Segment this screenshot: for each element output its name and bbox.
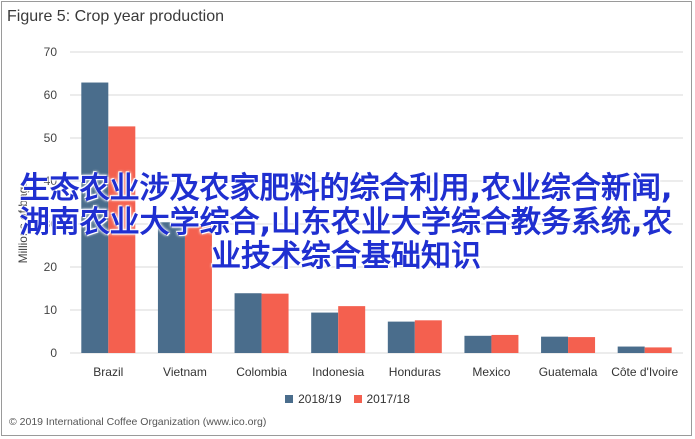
legend-swatch (285, 395, 294, 403)
bar-2017-18 (644, 347, 672, 353)
bar-2017-18 (261, 293, 289, 353)
y-tick-label: 30 (44, 217, 58, 231)
bar-2017-18 (568, 337, 596, 353)
legend-item: 2017/18 (353, 392, 410, 406)
legend-label: 2018/19 (298, 392, 342, 406)
bar-2018-19 (81, 82, 109, 353)
bar-2018-19 (464, 335, 492, 353)
bar-2018-19 (541, 336, 569, 353)
bar-2018-19 (311, 312, 339, 353)
footer-credit: © 2019 International Coffee Organization… (9, 416, 267, 428)
watermark-overlay: 生态农业涉及农家肥料的综合利用,农业综合新闻,湖南农业大学综合,山东农业大学综合… (19, 171, 673, 274)
bar-2017-18 (108, 126, 136, 353)
y-tick-label: 10 (44, 303, 58, 317)
x-tick-label: Indonesia (312, 365, 364, 379)
x-tick-label: Colombia (236, 365, 287, 379)
bar-2017-18 (491, 334, 519, 353)
legend-label: 2017/18 (366, 392, 410, 406)
y-tick-label: 70 (44, 45, 58, 59)
bar-2018-19 (387, 321, 415, 353)
legend-item: 2018/19 (285, 392, 342, 406)
bar-2018-19 (234, 293, 262, 353)
legend: 2018/19 2017/18 (0, 392, 695, 406)
x-tick-label: Guatemala (539, 365, 598, 379)
bar-2017-18 (184, 226, 212, 353)
x-tick-label: Mexico (472, 365, 510, 379)
x-tick-label: Brazil (93, 365, 123, 379)
y-tick-label: 50 (44, 131, 58, 145)
y-tick-label: 40 (44, 174, 58, 188)
bar-2018-19 (617, 346, 645, 353)
bar-2017-18 (338, 306, 366, 353)
chart-title: Figure 5: Crop year production (7, 8, 224, 25)
x-tick-label: Honduras (389, 365, 441, 379)
x-tick-label: Vietnam (163, 365, 207, 379)
y-tick-label: 60 (44, 88, 58, 102)
bar-2018-19 (157, 222, 185, 353)
bar-2017-18 (414, 320, 442, 353)
y-tick-label: 0 (50, 346, 57, 360)
y-tick-label: 20 (44, 260, 58, 274)
legend-swatch (353, 395, 362, 403)
x-tick-label: Côte d'Ivoire (611, 365, 678, 379)
